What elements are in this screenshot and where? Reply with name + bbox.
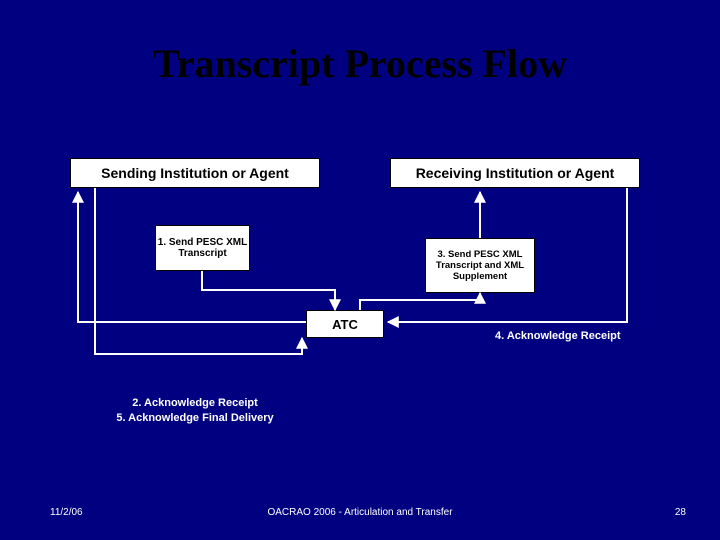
step1-box: 1. Send PESC XML Transcript [155,225,250,271]
receiving-box: Receiving Institution or Agent [390,158,640,188]
page-title: Transcript Process Flow [0,40,720,87]
footer-page: 28 [675,507,686,518]
atc-box: ATC [306,310,384,338]
sending-box: Sending Institution or Agent [70,158,320,188]
ack25-label: 2. Acknowledge Receipt5. Acknowledge Fin… [95,396,295,426]
footer-mid: OACRAO 2006 - Articulation and Transfer [0,507,720,518]
ack4-label: 4. Acknowledge Receipt [495,330,621,342]
step3-box: 3. Send PESC XML Transcript and XML Supp… [425,238,535,293]
